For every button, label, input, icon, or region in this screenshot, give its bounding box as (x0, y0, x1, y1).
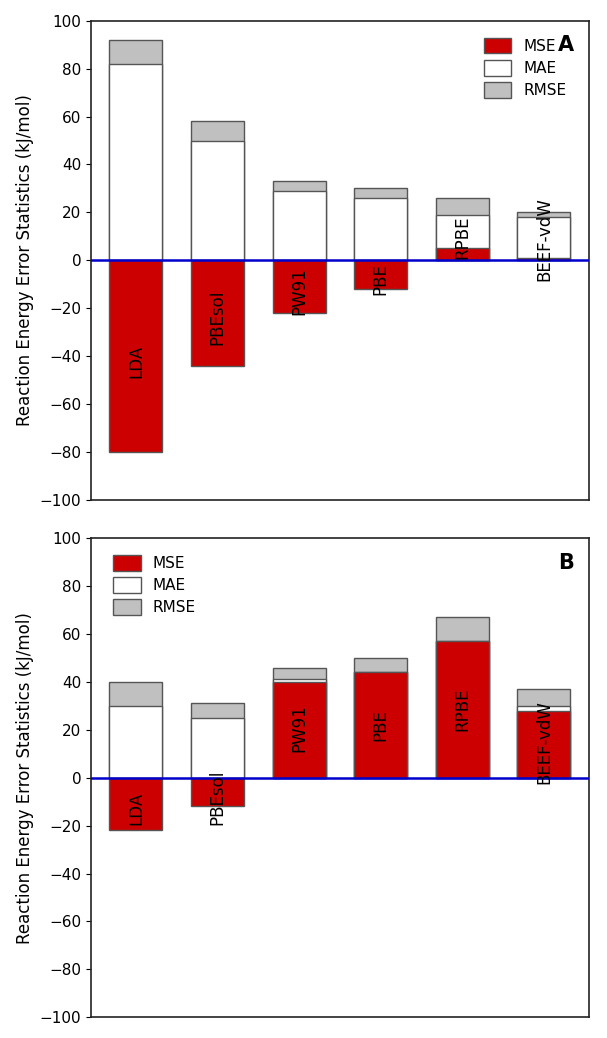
Bar (436, 618, 489, 777)
Bar (517, 706, 571, 777)
Bar (191, 261, 244, 365)
Text: RPBE: RPBE (453, 216, 471, 260)
Bar (354, 261, 407, 289)
Text: RPBE: RPBE (453, 688, 471, 731)
Bar (191, 704, 244, 777)
Bar (191, 140, 244, 261)
Bar (436, 641, 489, 777)
Bar (436, 198, 489, 261)
Text: PBEsol: PBEsol (209, 769, 226, 824)
Bar (273, 191, 325, 261)
Y-axis label: Reaction Energy Error Statistics (kJ/mol): Reaction Energy Error Statistics (kJ/mol… (16, 94, 34, 427)
Bar (517, 257, 571, 261)
Bar (517, 711, 571, 777)
Text: B: B (558, 552, 574, 573)
Bar (273, 680, 325, 777)
Bar (517, 689, 571, 777)
Text: BEEF-vdW: BEEF-vdW (535, 197, 553, 280)
Bar (273, 261, 325, 313)
Text: BEEF-vdW: BEEF-vdW (535, 700, 553, 784)
Y-axis label: Reaction Energy Error Statistics (kJ/mol): Reaction Energy Error Statistics (kJ/mol… (16, 611, 34, 944)
Bar (109, 682, 163, 777)
Bar (436, 215, 489, 261)
Bar (436, 641, 489, 777)
Text: PBEsol: PBEsol (209, 290, 226, 346)
Text: PW91: PW91 (290, 268, 308, 316)
Bar (109, 39, 163, 261)
Bar (191, 121, 244, 261)
Bar (354, 673, 407, 777)
Bar (109, 64, 163, 261)
Bar (109, 777, 163, 830)
Legend: MSE, MAE, RMSE: MSE, MAE, RMSE (109, 550, 201, 620)
Text: LDA: LDA (127, 345, 145, 378)
Text: LDA: LDA (127, 792, 145, 825)
Bar (517, 217, 571, 261)
Bar (191, 777, 244, 807)
Legend: MSE, MAE, RMSE: MSE, MAE, RMSE (479, 33, 571, 103)
Bar (273, 182, 325, 261)
Bar (354, 198, 407, 261)
Bar (273, 682, 325, 777)
Text: PBE: PBE (371, 264, 390, 296)
Bar (109, 261, 163, 452)
Bar (354, 189, 407, 261)
Bar (354, 658, 407, 777)
Bar (436, 248, 489, 261)
Bar (109, 706, 163, 777)
Bar (517, 213, 571, 261)
Text: PBE: PBE (371, 709, 390, 741)
Text: PW91: PW91 (290, 705, 308, 753)
Bar (273, 667, 325, 777)
Bar (191, 718, 244, 777)
Text: A: A (558, 35, 574, 55)
Bar (354, 673, 407, 777)
